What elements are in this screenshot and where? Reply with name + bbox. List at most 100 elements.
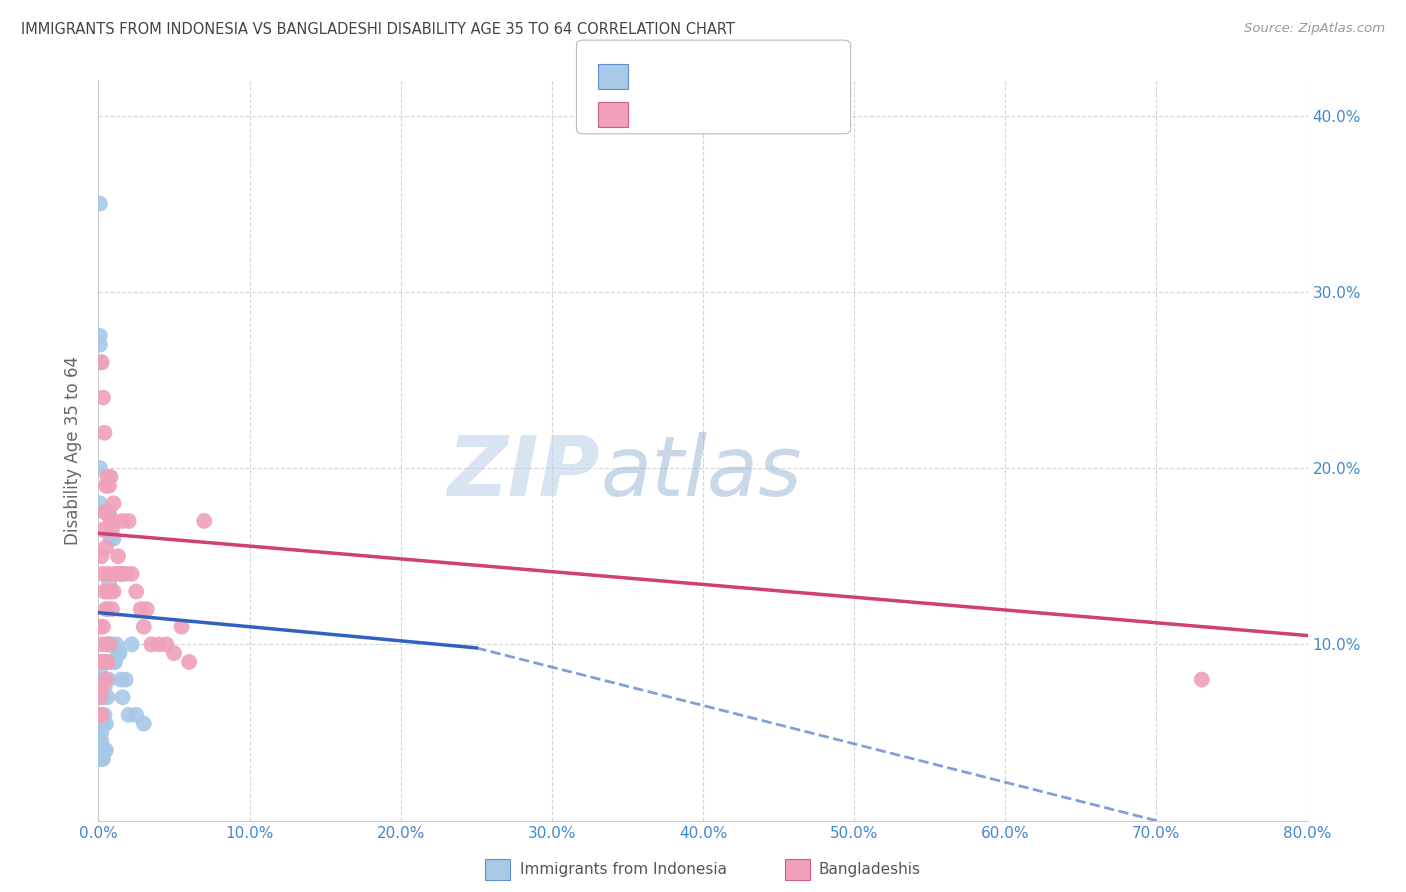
Point bbox=[101, 532, 124, 546]
Point bbox=[98, 575, 121, 590]
Point bbox=[129, 602, 152, 616]
Point bbox=[89, 664, 111, 678]
Point bbox=[89, 690, 111, 705]
Point bbox=[89, 673, 111, 687]
Point bbox=[90, 707, 112, 722]
Point bbox=[91, 716, 114, 731]
Point bbox=[91, 620, 114, 634]
Point bbox=[96, 584, 118, 599]
Point bbox=[132, 620, 155, 634]
Point bbox=[94, 716, 117, 731]
Point bbox=[89, 690, 111, 705]
Text: Bangladeshis: Bangladeshis bbox=[818, 863, 921, 877]
Point bbox=[89, 196, 111, 211]
Point bbox=[94, 602, 117, 616]
Point bbox=[91, 391, 114, 405]
Text: atlas: atlas bbox=[600, 432, 801, 513]
Point bbox=[93, 584, 115, 599]
Point bbox=[89, 743, 111, 757]
Point bbox=[135, 602, 157, 616]
Point bbox=[118, 514, 141, 528]
Point bbox=[105, 566, 128, 581]
Point bbox=[114, 566, 136, 581]
Point bbox=[93, 743, 115, 757]
Point bbox=[93, 655, 115, 669]
Point bbox=[96, 505, 118, 519]
Point bbox=[90, 690, 112, 705]
Point bbox=[103, 655, 125, 669]
Point bbox=[101, 523, 124, 537]
Point bbox=[96, 655, 118, 669]
Point bbox=[132, 716, 155, 731]
Point bbox=[91, 655, 114, 669]
Text: Immigrants from Indonesia: Immigrants from Indonesia bbox=[520, 863, 727, 877]
Point bbox=[98, 673, 121, 687]
Point bbox=[89, 620, 111, 634]
Point bbox=[100, 470, 122, 484]
Point bbox=[110, 566, 132, 581]
Point bbox=[110, 673, 132, 687]
Point bbox=[90, 752, 112, 766]
Point bbox=[89, 752, 111, 766]
Point bbox=[103, 584, 125, 599]
Point bbox=[98, 637, 121, 651]
Point bbox=[94, 655, 117, 669]
Point bbox=[94, 479, 117, 493]
Point bbox=[93, 505, 115, 519]
Point bbox=[121, 637, 143, 651]
Point bbox=[101, 602, 124, 616]
Point bbox=[111, 690, 134, 705]
Point bbox=[103, 532, 125, 546]
Point bbox=[148, 637, 170, 651]
Point bbox=[98, 479, 121, 493]
Text: IMMIGRANTS FROM INDONESIA VS BANGLADESHI DISABILITY AGE 35 TO 64 CORRELATION CHA: IMMIGRANTS FROM INDONESIA VS BANGLADESHI… bbox=[21, 22, 735, 37]
Point bbox=[107, 646, 129, 660]
Point bbox=[100, 532, 122, 546]
Point bbox=[89, 707, 111, 722]
Point bbox=[155, 637, 177, 651]
Text: R = -0.146   N = 58: R = -0.146 N = 58 bbox=[640, 106, 790, 121]
Point bbox=[96, 470, 118, 484]
Point bbox=[91, 752, 114, 766]
Point bbox=[89, 496, 111, 510]
Point bbox=[114, 673, 136, 687]
Point bbox=[89, 461, 111, 475]
Point bbox=[103, 496, 125, 510]
Point bbox=[110, 566, 132, 581]
Point bbox=[89, 734, 111, 748]
Point bbox=[98, 566, 121, 581]
Point bbox=[96, 690, 118, 705]
Point bbox=[91, 690, 114, 705]
Point bbox=[107, 549, 129, 564]
Point bbox=[100, 584, 122, 599]
Point bbox=[90, 355, 112, 369]
Point bbox=[103, 514, 125, 528]
Point bbox=[94, 541, 117, 555]
Point bbox=[89, 655, 111, 669]
Point bbox=[94, 637, 117, 651]
Point bbox=[105, 637, 128, 651]
Point bbox=[100, 514, 122, 528]
Point bbox=[125, 707, 148, 722]
Point bbox=[89, 337, 111, 351]
Point bbox=[125, 584, 148, 599]
Point bbox=[93, 681, 115, 696]
Point bbox=[170, 620, 193, 634]
Point bbox=[91, 523, 114, 537]
Point bbox=[98, 505, 121, 519]
Point bbox=[91, 655, 114, 669]
Point bbox=[104, 655, 127, 669]
Point bbox=[98, 637, 121, 651]
Point bbox=[94, 673, 117, 687]
Point bbox=[179, 655, 201, 669]
Point bbox=[93, 707, 115, 722]
Point bbox=[108, 646, 131, 660]
Point bbox=[141, 637, 163, 651]
Point bbox=[90, 637, 112, 651]
Point bbox=[96, 637, 118, 651]
Point bbox=[96, 602, 118, 616]
Point bbox=[193, 514, 215, 528]
Point bbox=[90, 681, 112, 696]
Point bbox=[90, 743, 112, 757]
Point bbox=[111, 514, 134, 528]
